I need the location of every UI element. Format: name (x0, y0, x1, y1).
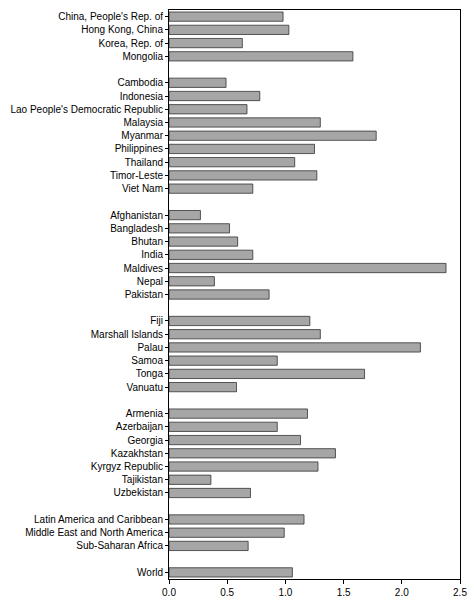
svg-text:Samoa: Samoa (131, 355, 163, 366)
svg-text:Palau: Palau (137, 342, 163, 353)
svg-text:Fiji: Fiji (150, 315, 163, 326)
svg-text:Mongolia: Mongolia (122, 51, 163, 62)
svg-text:Lao People's Democratic Republ: Lao People's Democratic Republic (10, 104, 163, 115)
svg-text:Nepal: Nepal (137, 276, 163, 287)
svg-text:Bangladesh: Bangladesh (110, 223, 163, 234)
svg-text:Armenia: Armenia (126, 408, 164, 419)
svg-text:Korea, Rep. of: Korea, Rep. of (99, 38, 164, 49)
svg-text:Georgia: Georgia (127, 435, 163, 446)
svg-text:2.5: 2.5 (453, 587, 467, 598)
svg-text:Myanmar: Myanmar (121, 130, 163, 141)
svg-text:Tajikistan: Tajikistan (122, 474, 163, 485)
svg-text:Marshall Islands: Marshall Islands (91, 329, 163, 340)
svg-text:Cambodia: Cambodia (117, 77, 163, 88)
svg-text:World: World (137, 567, 163, 578)
svg-text:Kazakhstan: Kazakhstan (111, 448, 163, 459)
svg-text:1.0: 1.0 (278, 587, 292, 598)
svg-text:Thailand: Thailand (125, 157, 163, 168)
svg-text:Latin America and Caribbean: Latin America and Caribbean (34, 514, 163, 525)
svg-text:Middle East and North America: Middle East and North America (25, 527, 163, 538)
svg-text:0.0: 0.0 (162, 587, 176, 598)
svg-text:India: India (141, 249, 163, 260)
svg-text:Afghanistan: Afghanistan (110, 210, 163, 221)
svg-text:Timor-Leste: Timor-Leste (110, 170, 163, 181)
svg-text:Bhutan: Bhutan (131, 236, 163, 247)
svg-text:Uzbekistan: Uzbekistan (114, 487, 163, 498)
svg-text:2.0: 2.0 (395, 587, 409, 598)
svg-text:Tonga: Tonga (136, 368, 164, 379)
svg-text:1.5: 1.5 (337, 587, 351, 598)
svg-text:Maldives: Maldives (124, 263, 163, 274)
svg-text:Vanuatu: Vanuatu (126, 382, 163, 393)
svg-text:0.5: 0.5 (220, 587, 234, 598)
svg-text:Pakistan: Pakistan (125, 289, 163, 300)
svg-text:Malaysia: Malaysia (124, 117, 164, 128)
svg-text:China, People's Rep. of: China, People's Rep. of (58, 11, 163, 22)
svg-text:Azerbaijan: Azerbaijan (116, 421, 163, 432)
svg-text:Philippines: Philippines (115, 143, 163, 154)
svg-text:Sub-Saharan Africa: Sub-Saharan Africa (76, 540, 163, 551)
svg-text:Hong Kong, China: Hong Kong, China (81, 24, 163, 35)
svg-text:Viet Nam: Viet Nam (122, 183, 163, 194)
svg-text:Indonesia: Indonesia (120, 91, 164, 102)
svg-text:Kyrgyz Republic: Kyrgyz Republic (91, 461, 163, 472)
